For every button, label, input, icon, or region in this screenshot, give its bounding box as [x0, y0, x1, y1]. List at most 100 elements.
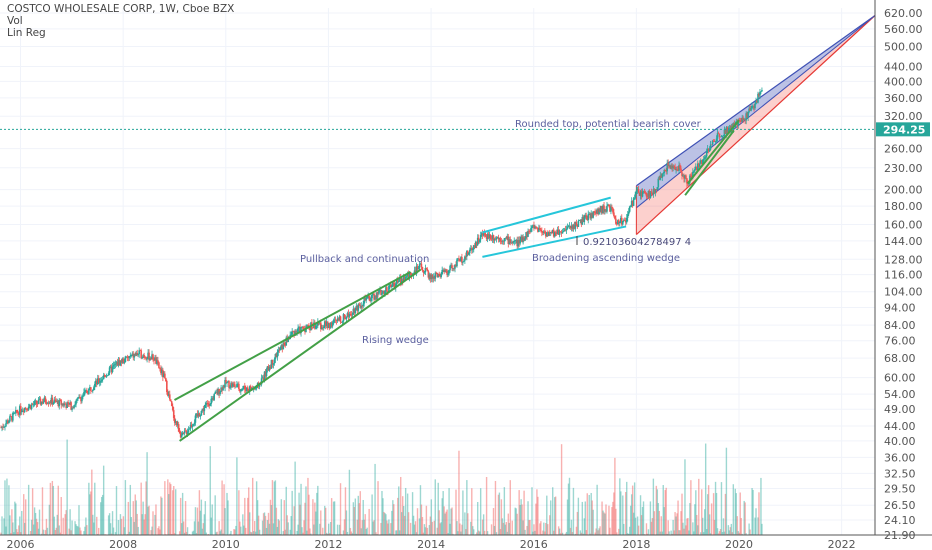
candle-body	[32, 404, 35, 406]
candle-body	[591, 213, 593, 218]
volume-bar	[157, 528, 159, 535]
candle-body	[503, 238, 506, 242]
candle-body	[547, 232, 550, 236]
candle-body	[618, 220, 620, 223]
volume-bar	[660, 516, 662, 535]
volume-bar	[203, 514, 206, 535]
y-tick-label: 128.00	[884, 253, 923, 266]
volume-bar	[388, 519, 390, 535]
volume-bar	[196, 507, 199, 535]
candle-body	[20, 411, 23, 413]
y-tick-label: 32.50	[884, 467, 916, 480]
volume-bar	[720, 482, 723, 535]
candle-body	[744, 119, 746, 121]
candle-body	[546, 232, 549, 236]
volume-bar	[412, 515, 415, 535]
volume-bar	[723, 531, 726, 535]
candle-body	[751, 105, 753, 108]
candle-body	[507, 236, 510, 244]
volume-bar	[299, 504, 301, 535]
candle-body	[458, 258, 460, 260]
annotation-label: 0.92103604278497 4	[583, 237, 691, 248]
candle-body	[564, 229, 567, 231]
volume-bar	[141, 514, 143, 535]
candle-body	[524, 238, 526, 241]
volume-bar	[416, 508, 419, 535]
volume-bar	[272, 523, 275, 535]
chart-title: COSTCO WHOLESALE CORP, 1W, Cboe BZX	[7, 3, 235, 15]
volume-bar	[192, 530, 195, 535]
volume-bar	[734, 488, 736, 535]
candle-body	[635, 190, 638, 192]
volume-bar	[426, 527, 429, 535]
volume-bar	[751, 488, 753, 535]
volume-bar	[164, 481, 166, 535]
candle-body	[38, 398, 41, 400]
volume-bar	[677, 500, 679, 535]
candle-body	[112, 365, 115, 367]
volume-bar	[60, 497, 62, 535]
candle-body	[192, 424, 195, 426]
candle-body	[134, 353, 137, 356]
annotation-label: Pullback and continuation	[300, 254, 429, 265]
volume-bar	[404, 487, 407, 535]
candle-body	[571, 225, 574, 229]
candle-body	[361, 305, 364, 307]
y-tick-label: 49.00	[884, 403, 916, 416]
candle-body	[649, 191, 652, 199]
candle-body	[521, 236, 523, 243]
volume-bar	[160, 496, 162, 535]
candle-body	[292, 331, 294, 332]
candle-body	[13, 412, 15, 414]
volume-bar	[445, 511, 447, 535]
candle-body	[705, 151, 708, 157]
candle-body	[607, 204, 609, 206]
candle-body	[583, 216, 586, 223]
volume-bar	[255, 481, 258, 535]
volume-bar	[12, 522, 14, 535]
volume-bar	[597, 530, 599, 535]
candle-body	[306, 325, 308, 328]
volume-bar	[520, 499, 522, 535]
volume-bar	[667, 520, 669, 535]
x-tick-label: 2016	[520, 538, 548, 550]
candle-body	[560, 232, 563, 234]
candle-body	[269, 366, 272, 369]
candle-body	[128, 356, 131, 359]
candle-body	[325, 321, 328, 326]
volume-bar	[148, 505, 150, 535]
candle-body	[162, 369, 164, 378]
candle-body	[334, 319, 337, 321]
volume-bar	[447, 532, 449, 535]
volume-bar	[647, 529, 650, 535]
candle-body	[565, 228, 568, 231]
volume-bar	[678, 530, 680, 535]
volume-bar	[754, 517, 756, 535]
volume-bar	[687, 517, 689, 535]
volume-bar	[430, 499, 433, 535]
candle-body	[551, 229, 554, 234]
candle-body	[747, 111, 749, 118]
candle-body	[28, 404, 31, 407]
candle-body	[516, 239, 518, 247]
volume-bar	[595, 528, 597, 535]
candle-body	[338, 316, 341, 321]
candle-body	[578, 220, 581, 221]
candle-body	[168, 394, 171, 400]
volume-bar	[444, 513, 446, 535]
volume-bar	[124, 480, 127, 535]
candle-body	[567, 226, 570, 227]
candle-body	[615, 218, 617, 224]
volume-bar	[679, 530, 681, 535]
candle-body	[480, 233, 483, 235]
candle-body	[54, 399, 57, 401]
candle-body	[173, 417, 176, 423]
candle-body	[426, 269, 429, 272]
volume-bar	[234, 529, 236, 535]
candle-body	[80, 398, 82, 402]
volume-bar	[612, 501, 614, 535]
volume-bar	[561, 532, 564, 535]
volume-bar	[271, 480, 274, 535]
candle-body	[454, 264, 456, 269]
volume-bar	[498, 492, 501, 535]
